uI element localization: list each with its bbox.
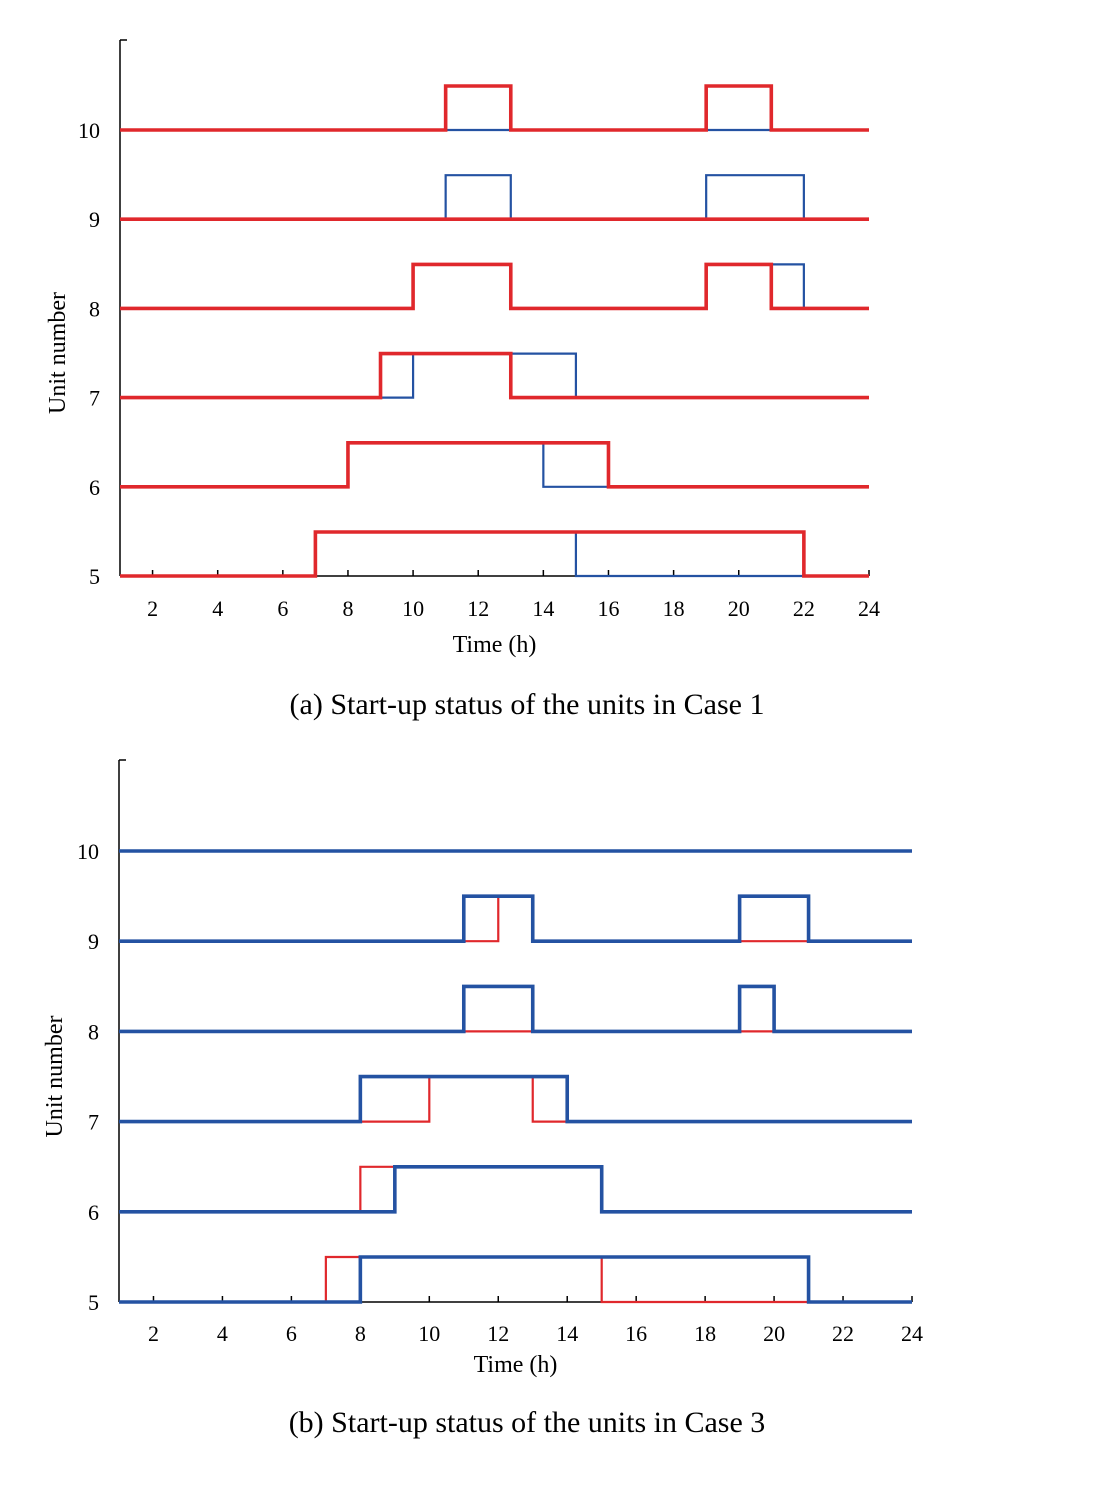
unit-9-series-blue-line — [120, 174, 869, 221]
unit-7-series-red-line — [120, 351, 869, 400]
x-tick-label: 10 — [418, 1321, 440, 1346]
y-axis-title: Unit number — [45, 292, 71, 414]
x-tick-label: 8 — [355, 1321, 366, 1346]
x-tick-label: 6 — [277, 596, 288, 621]
chart-panel-a: (a) Start-up status of the units in Case… — [45, 39, 880, 721]
unit-6-series-blue-line — [119, 1165, 912, 1214]
unit-7-series-blue-line — [119, 1074, 912, 1124]
unit-8-series-blue-line — [120, 263, 869, 310]
y-tick-label: 10 — [78, 118, 100, 143]
x-tick-label: 18 — [694, 1321, 716, 1346]
caption-a: (a) Start-up status of the units in Case… — [290, 688, 765, 721]
x-tick-label: 2 — [148, 1321, 159, 1346]
chart-panel-b: (b) Start-up status of the units in Case… — [42, 759, 923, 1439]
y-tick-label: 10 — [77, 839, 99, 864]
x-tick-label: 16 — [625, 1321, 647, 1346]
x-tick-label: 14 — [556, 1321, 578, 1346]
unit-5-series-red-line — [119, 1255, 912, 1304]
unit-5-series-red-line — [120, 530, 869, 578]
x-tick-label: 20 — [763, 1321, 785, 1346]
x-axis-title: Time (h) — [474, 1352, 558, 1378]
unit-5-series-blue-line — [120, 530, 869, 578]
caption-b: (b) Start-up status of the units in Case… — [289, 1406, 766, 1439]
x-tick-label: 24 — [858, 596, 880, 621]
x-tick-label: 16 — [597, 596, 619, 621]
x-tick-label: 22 — [793, 596, 815, 621]
x-tick-label: 8 — [342, 596, 353, 621]
y-tick-label: 8 — [89, 296, 100, 321]
y-tick-label: 5 — [89, 564, 100, 589]
unit-8-series-red-line — [120, 262, 869, 311]
x-tick-label: 12 — [467, 596, 489, 621]
y-tick-label: 8 — [88, 1019, 99, 1044]
y-tick-label: 5 — [88, 1290, 99, 1315]
unit-6-series-red-line — [119, 1165, 912, 1213]
x-tick-label: 6 — [286, 1321, 297, 1346]
unit-10-series-red-line — [120, 84, 869, 132]
y-tick-label: 6 — [88, 1200, 99, 1225]
x-tick-label: 18 — [663, 596, 685, 621]
x-tick-label: 22 — [832, 1321, 854, 1346]
unit-9-series-blue-line — [119, 894, 912, 943]
unit-9-series-red-line — [119, 895, 912, 943]
y-tick-label: 9 — [89, 207, 100, 232]
y-tick-label: 7 — [89, 386, 100, 411]
y-axis-title: Unit number — [42, 1016, 68, 1138]
x-tick-label: 4 — [217, 1321, 228, 1346]
unit-6-series-blue-line — [120, 441, 869, 488]
y-tick-label: 9 — [88, 929, 99, 954]
x-tick-label: 2 — [147, 596, 158, 621]
x-tick-label: 10 — [402, 596, 424, 621]
x-tick-label: 20 — [728, 596, 750, 621]
x-axis-title: Time (h) — [453, 632, 537, 658]
unit-7-series-red-line — [119, 1075, 912, 1123]
y-tick-label: 7 — [88, 1110, 99, 1135]
y-tick-label: 6 — [89, 475, 100, 500]
unit-8-series-blue-line — [119, 984, 912, 1034]
x-tick-label: 24 — [901, 1321, 923, 1346]
x-tick-label: 14 — [532, 596, 554, 621]
x-tick-label: 4 — [212, 596, 223, 621]
unit-6-series-red-line — [120, 441, 869, 489]
x-tick-label: 12 — [487, 1321, 509, 1346]
unit-7-series-blue-line — [120, 352, 869, 399]
unit-5-series-blue-line — [119, 1255, 912, 1304]
